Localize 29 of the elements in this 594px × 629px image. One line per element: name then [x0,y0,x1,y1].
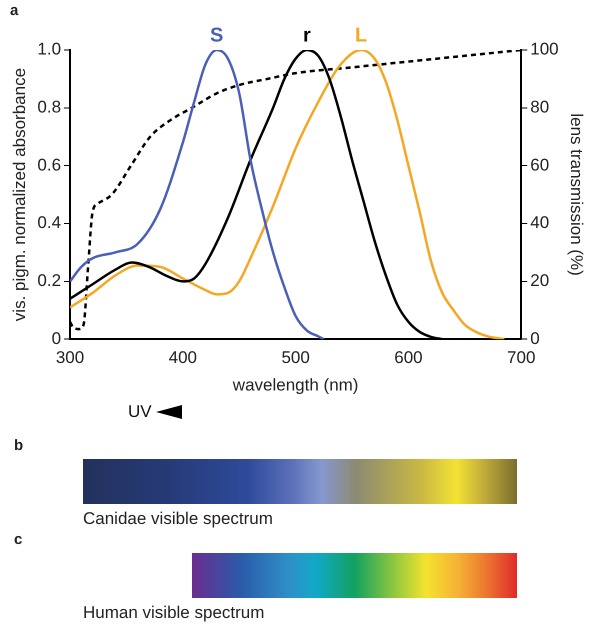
text: Human visible spectrum [83,603,264,623]
chart-title: a [10,2,18,19]
y2-tick-label: 100 [530,40,559,59]
series-label: r [303,24,312,47]
x-tick-label: 500 [281,348,310,368]
y-tick-label: 0 [52,328,62,348]
x-tick-label: 300 [56,348,84,368]
text: UV [128,402,152,422]
x-axis-title: wavelength (nm) [232,375,358,394]
text: c [14,531,22,548]
y2-axis-title: lens transmission (%) [567,113,586,276]
x-tick-label: 600 [394,348,423,368]
x-tick-label: 700 [507,348,536,368]
y-tick-label: 0.4 [37,213,62,232]
x-tick-label: 400 [168,348,198,368]
y-tick-label: 0.8 [37,98,62,117]
text: Canidae visible spectrum [83,509,273,529]
y2-tick-label: 40 [530,213,550,232]
series-label: S [210,24,224,47]
y-axis-title: vis. pigm. normalized absorbance [10,68,29,322]
y-tick-label: 1.0 [37,40,62,59]
series-label: L [354,24,368,47]
y2-tick-label: 60 [530,155,550,174]
text: b [14,437,24,454]
y2-tick-label: 20 [530,271,550,290]
y2-tick-label: 80 [530,98,550,117]
y-tick-label: 0.6 [37,155,62,174]
y-tick-label: 0.2 [37,271,62,290]
y2-tick-label: 0 [530,328,540,348]
